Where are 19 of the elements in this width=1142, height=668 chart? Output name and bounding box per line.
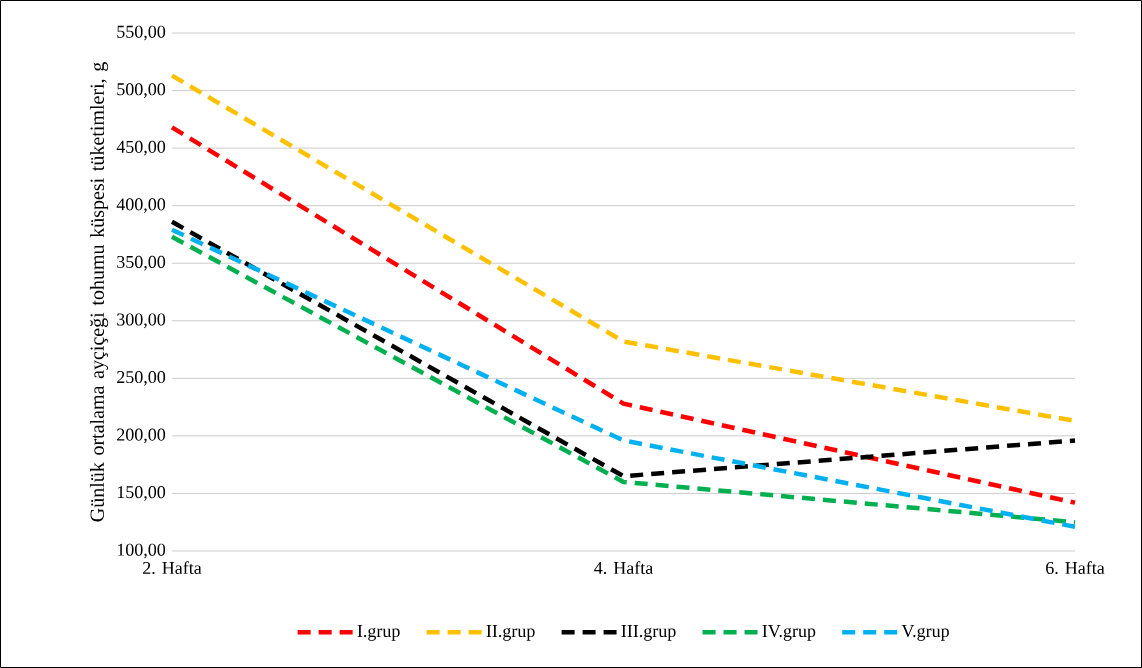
- y-tick-label: 100,00: [117, 543, 166, 559]
- y-tick-label: 250,00: [117, 370, 166, 386]
- y-axis-title: Günlük ortalama ayçiçeği tohumu küspesi tüketimleri, g: [89, 62, 109, 522]
- legend-label: II.grup: [486, 625, 535, 641]
- legend-label: V.grup: [901, 625, 949, 641]
- y-tick-label: 500,00: [117, 83, 166, 98]
- legend-label: III.grup: [621, 625, 676, 641]
- y-tick-label: 400,00: [116, 198, 166, 214]
- legend-label: I.grup: [357, 625, 400, 641]
- y-tick-label: 200,00: [117, 428, 166, 444]
- legend-label: IV.grup: [762, 625, 816, 641]
- x-tick-label: 6. Hafta: [1046, 561, 1105, 575]
- x-tick-label: 2. Hafta: [143, 561, 202, 575]
- y-tick-label: 550,00: [117, 25, 166, 41]
- y-tick-label: 450,00: [116, 140, 166, 156]
- y-tick-label: 300,00: [117, 313, 166, 329]
- y-tick-label: 350,00: [117, 255, 166, 271]
- y-tick-label: 150,00: [117, 486, 166, 501]
- x-tick-label: 4. Hafta: [594, 561, 653, 575]
